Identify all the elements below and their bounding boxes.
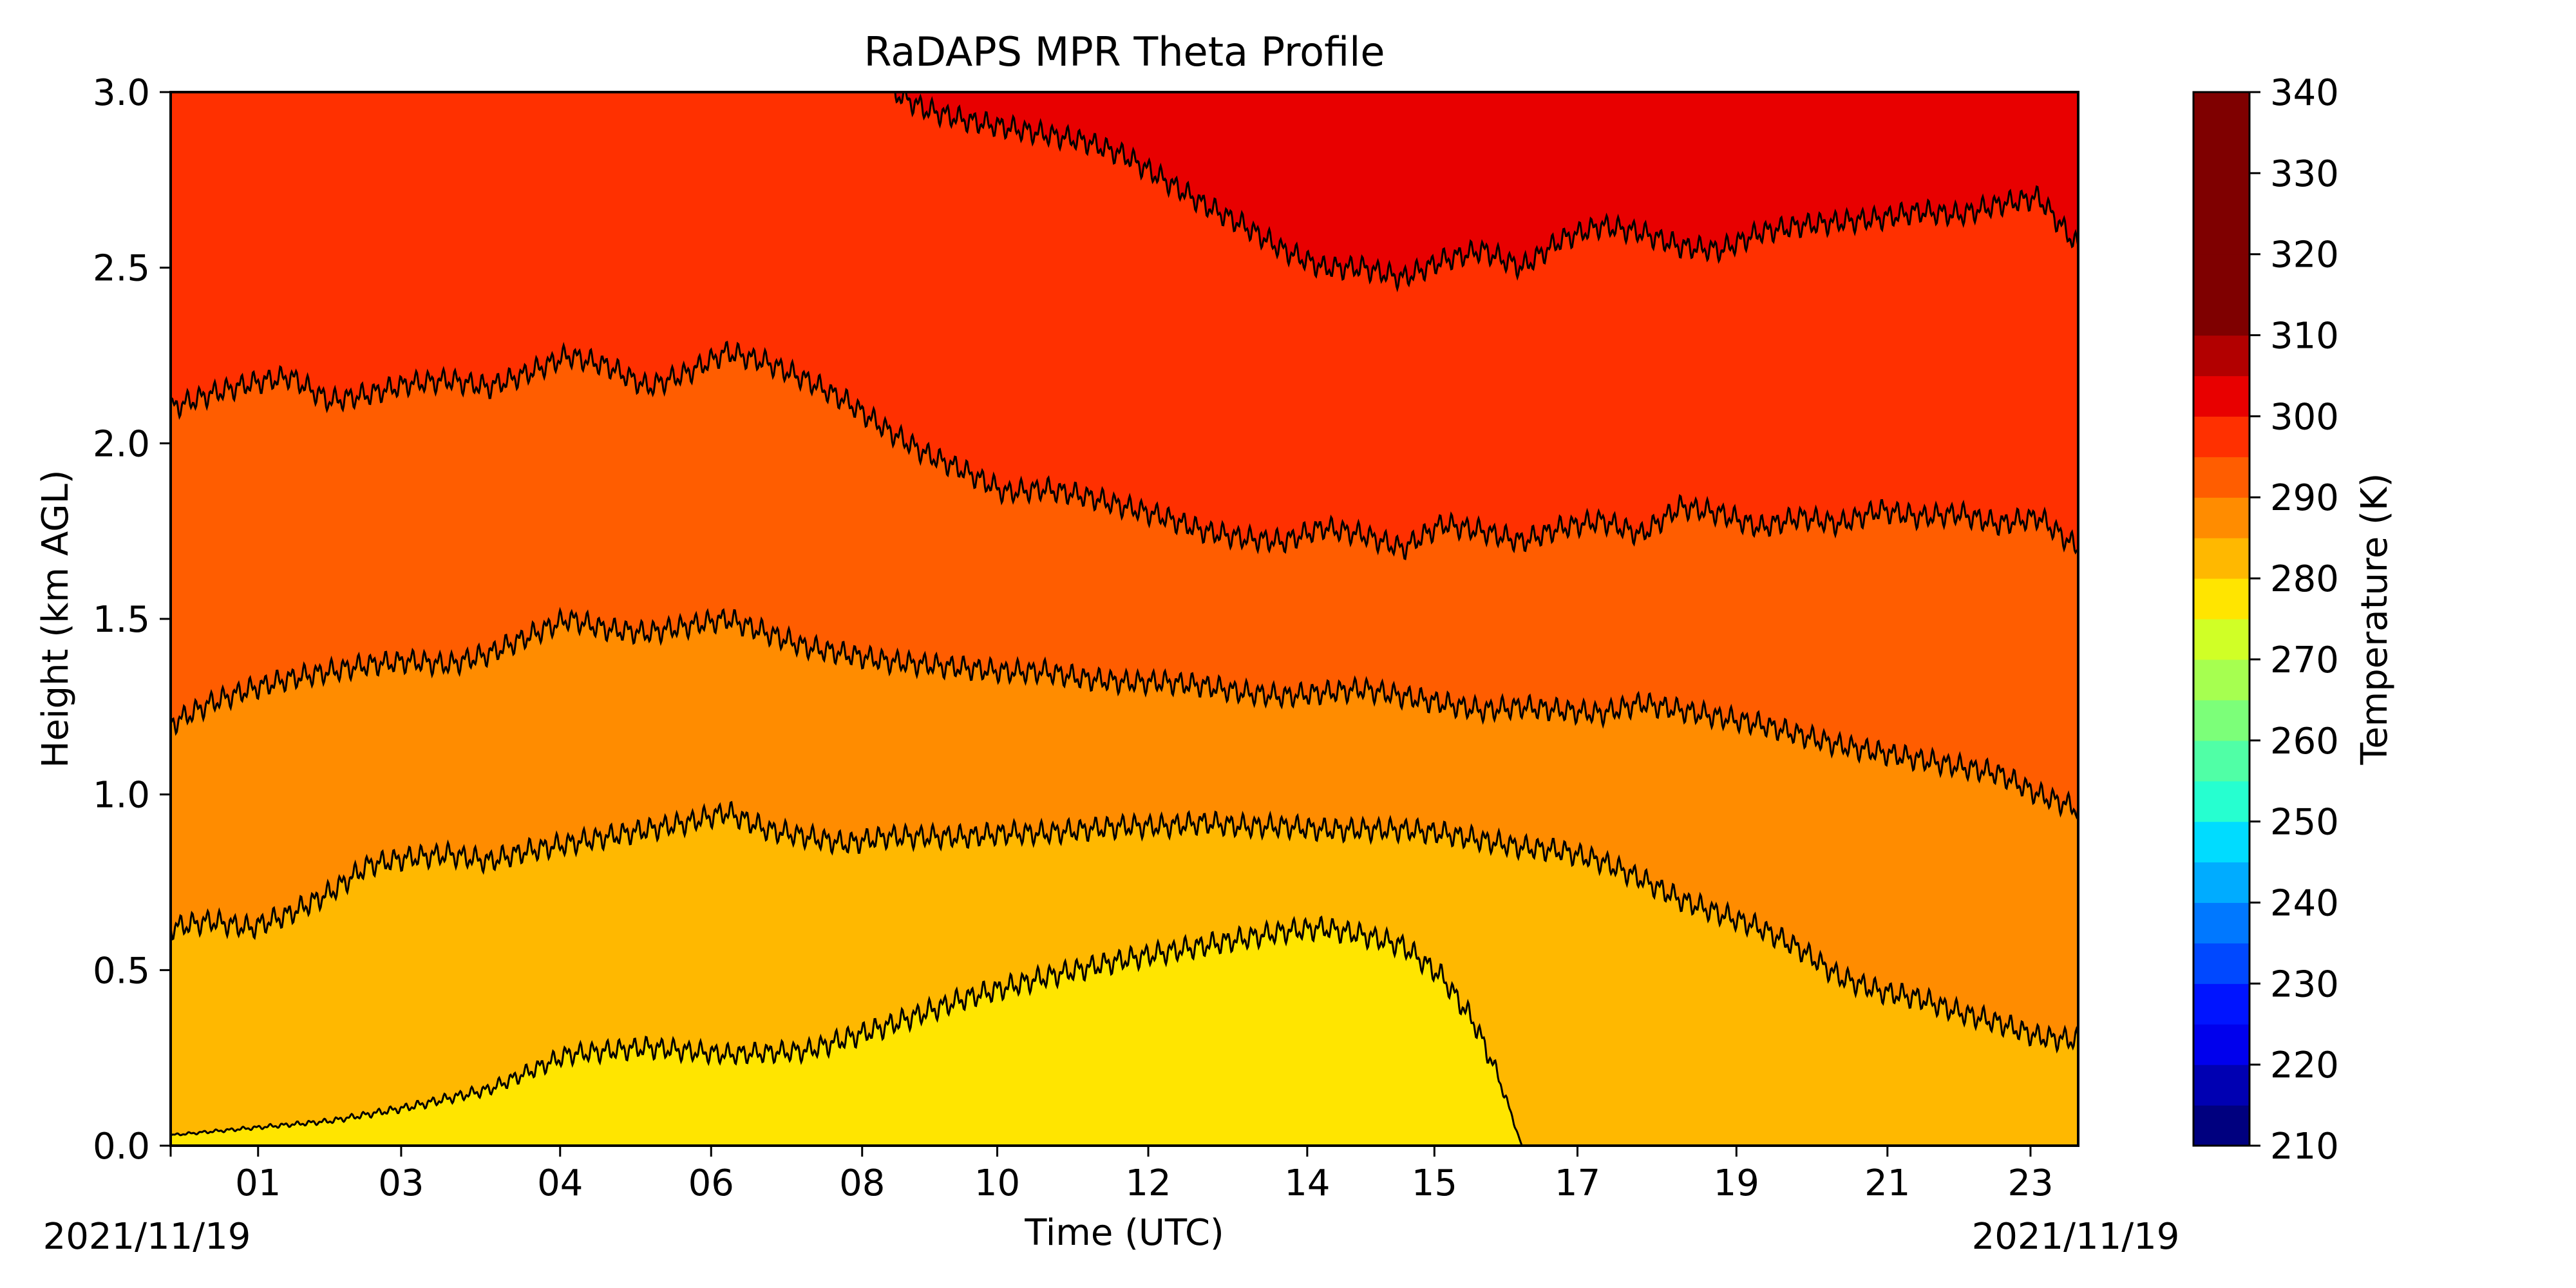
y-tick-label: 1.5 [93,599,150,641]
colorbar-segment [2193,375,2249,417]
x-end-date: 2021/11/19 [1972,1216,2180,1258]
contour-fill [171,92,2078,1146]
contour-band-275 [171,917,1522,1146]
colorbar-frame [2192,91,2251,1147]
colorbar-tick-label: 230 [2270,963,2339,1005]
y-tick-label: 2.5 [93,248,150,290]
colorbar-segment [2193,699,2249,741]
colorbar-segment [2193,416,2249,457]
x-tick-label: 03 [378,1162,424,1204]
x-tick-label: 10 [974,1162,1020,1204]
contour-line-275 [171,915,1523,1146]
y-tick-label: 0.0 [93,1126,150,1168]
contour-line-300 [894,92,2078,292]
contour-lines [171,92,2078,1146]
x-axis: 01 03 04 06 08 10 12 14 15 17 19 21 23 [169,1146,2054,1204]
colorbar-segment [2193,862,2249,904]
colorbar-segment [2193,740,2249,782]
x-tick-label: 21 [1864,1162,1910,1204]
x-tick-label: 17 [1555,1162,1600,1204]
colorbar-tick-label: 330 [2270,153,2339,195]
colorbar-segment [2193,213,2249,255]
colorbar-tick-label: 340 [2270,72,2339,114]
contour-band-300 [894,92,2078,289]
colorbar-tick-label: 220 [2270,1045,2339,1086]
contour-line-285 [171,607,2078,820]
x-tick-label: 04 [537,1162,583,1204]
colorbar-segment [2193,1024,2249,1065]
y-tick-label: 3.0 [93,72,150,114]
colorbar-segment [2193,578,2249,620]
colorbar-segment [2193,619,2249,660]
colorbar-segment [2193,538,2249,579]
colorbar-segment [2193,294,2249,336]
colorbar-segment [2193,335,2249,377]
x-tick-label: 01 [235,1162,281,1204]
x-tick-label: 19 [1714,1162,1759,1204]
colorbar-segment [2193,983,2249,1025]
colorbar: 210 220 230 240 250 260 270 280 290 300 310 320 330 3… [2192,72,2339,1168]
colorbar-tick-label: 250 [2270,802,2339,844]
colorbar-tick-label: 210 [2270,1126,2339,1168]
y-axis-label: Height (km AGL) [35,469,77,768]
colorbar-segment [2193,821,2249,863]
x-tick-label: 08 [839,1162,885,1204]
contour-line-280 [171,800,2078,1054]
y-tick-label: 1.0 [93,775,150,817]
colorbar-segment [2193,902,2249,943]
colorbar-segment [2193,92,2249,133]
x-start-date: 2021/11/19 [43,1216,251,1258]
x-tick-label: 06 [688,1162,734,1204]
colorbar-tick-label: 300 [2270,396,2339,438]
y-tick-label: 2.0 [93,423,150,465]
colorbar-tick-label: 310 [2270,316,2339,357]
colorbar-segment [2193,457,2249,498]
colorbar-tick-label: 320 [2270,234,2339,276]
colorbar-segment [2193,132,2249,174]
x-tick-label: 14 [1284,1162,1330,1204]
chart-title: RaDAPS MPR Theta Profile [864,28,1385,75]
x-tick-label: 15 [1412,1162,1457,1204]
y-tick-label: 0.5 [93,950,150,992]
colorbar-segment [2193,497,2249,538]
colorbar-segment [2193,254,2249,296]
colorbar-segment [2193,1105,2249,1146]
colorbar-tick-label: 260 [2270,721,2339,762]
contour-line-290 [171,340,2078,561]
colorbar-tick-label: 290 [2270,477,2339,519]
colorbar-segment [2193,781,2249,822]
colorbar-tick-label: 270 [2270,639,2339,681]
colorbar-segment [2193,1065,2249,1106]
colorbar-segment [2193,943,2249,984]
colorbar-segment [2193,659,2249,701]
x-tick-label: 23 [2007,1162,2053,1204]
x-axis-label: Time (UTC) [1024,1212,1224,1254]
colorbar-label: Temperature (K) [2354,473,2396,766]
colorbar-tick-label: 240 [2270,882,2339,924]
colorbar-tick-label: 280 [2270,558,2339,600]
x-tick-label: 12 [1125,1162,1171,1204]
y-axis: 0.0 0.5 1.0 1.5 2.0 2.5 3.0 [93,72,171,1168]
colorbar-segment [2193,173,2249,214]
